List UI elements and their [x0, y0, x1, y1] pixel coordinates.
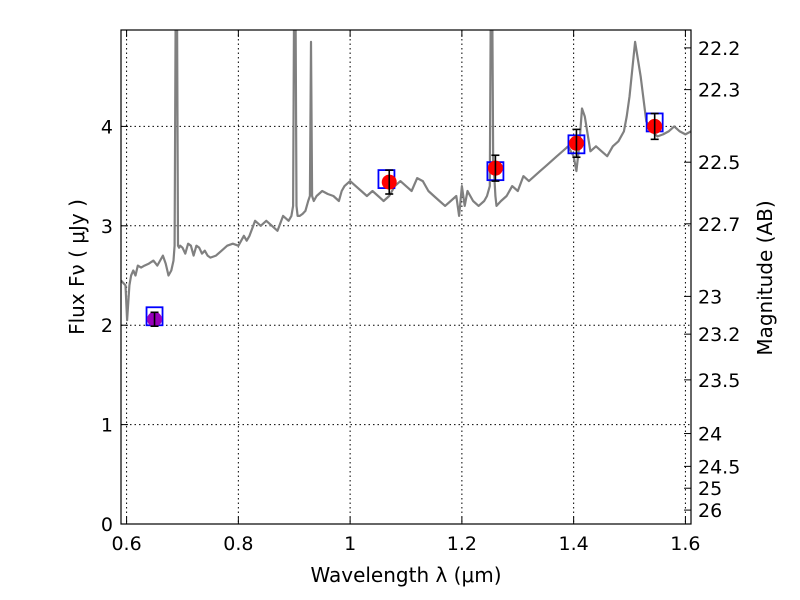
y2-axis-title: Magnitude (AB): [753, 200, 777, 355]
x-tick-label: 1.4: [559, 533, 589, 555]
mag-tick-label: 24: [698, 424, 722, 446]
mag-tick-label: 22.3: [698, 80, 740, 102]
y-tick-label: 2: [101, 315, 113, 337]
mag-tick-label: 24.5: [698, 456, 740, 478]
mag-tick-label: 26: [698, 500, 722, 522]
spectrum-line: [121, 30, 691, 322]
x-tick-label: 0.8: [223, 533, 253, 555]
mag-tick-label: 23: [698, 286, 722, 308]
y-tick-label: 4: [101, 116, 113, 138]
y-tick-label: 3: [101, 216, 113, 238]
x-tick-label: 1.2: [447, 533, 477, 555]
mag-tick-label: 22.5: [698, 152, 740, 174]
mag-tick-label: 22.2: [698, 38, 740, 60]
plot-frame: [120, 29, 692, 525]
mag-tick-label: 25: [698, 478, 722, 500]
x-tick-label: 1: [344, 533, 356, 555]
x-tick-label: 0.6: [111, 533, 141, 555]
x-axis-title: Wavelength λ (μm): [310, 563, 501, 587]
axes: 0.6 0.8 1 1.2 1.4 1.60123422.222.322.522.7232…: [101, 30, 740, 555]
mag-tick-label: 22.7: [698, 214, 740, 236]
grid-lines: [121, 30, 691, 525]
mag-tick-label: 23.5: [698, 370, 740, 392]
mag-tick-label: 23.2: [698, 324, 740, 346]
y-axis-title: Flux Fν ( μJy ): [65, 199, 89, 335]
y-tick-label: 0: [101, 514, 113, 536]
y-tick-label: 1: [101, 415, 113, 437]
x-tick-label: 1.6: [670, 533, 700, 555]
model-spectrum: [121, 30, 691, 322]
data-points: [145, 112, 664, 328]
